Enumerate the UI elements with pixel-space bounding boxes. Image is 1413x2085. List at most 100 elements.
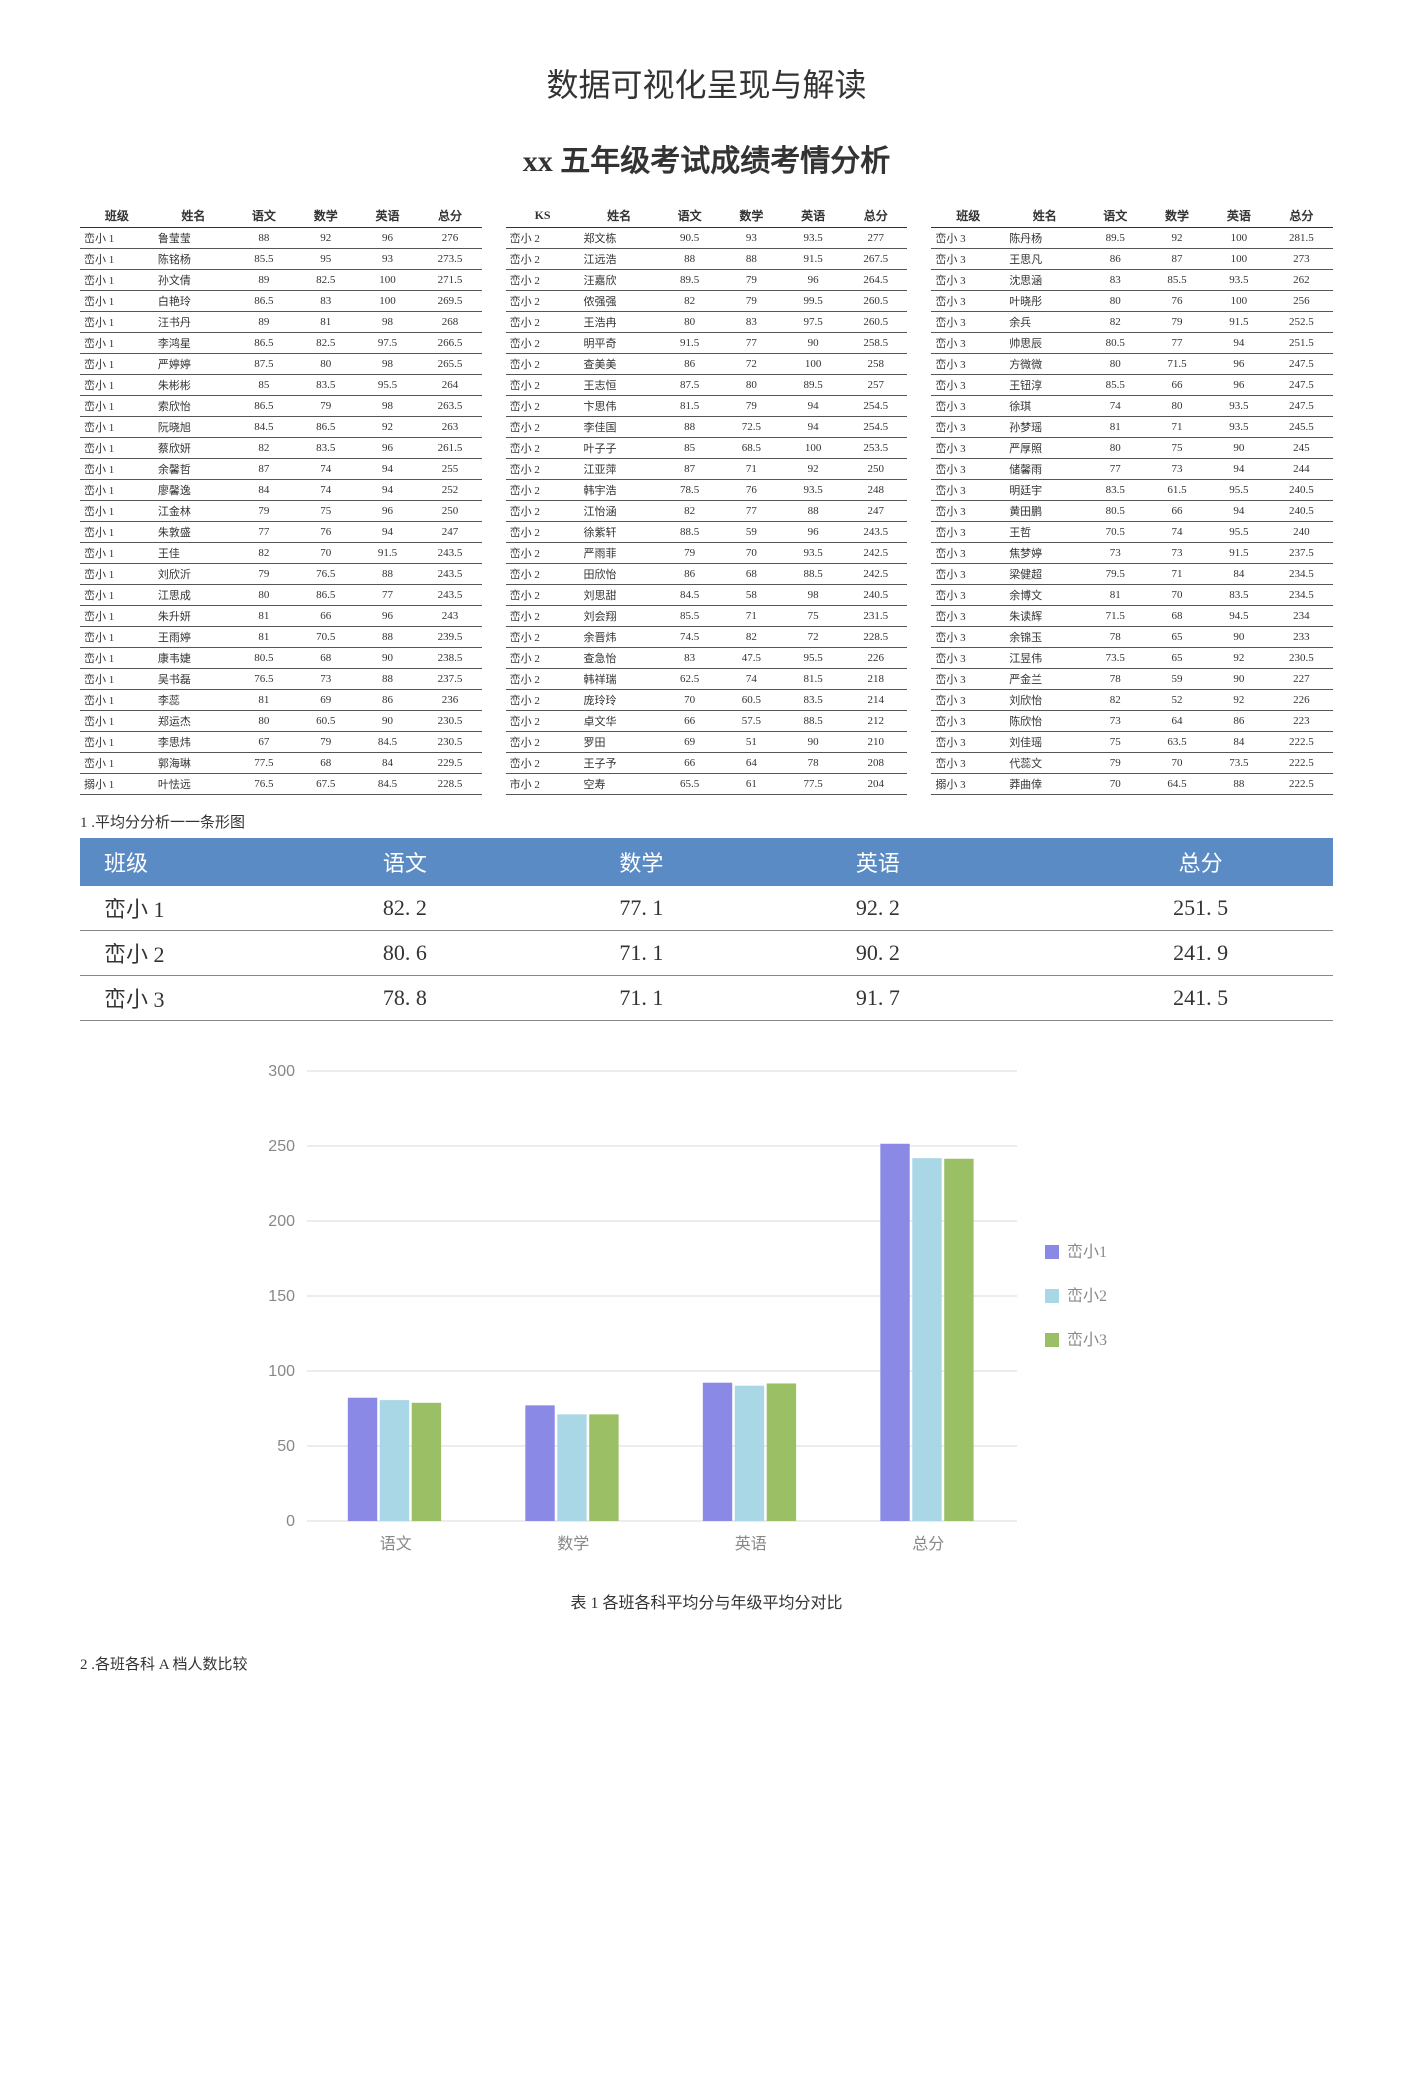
chart-caption: 表 1 各班各科平均分与年级平均分对比 [80,1589,1333,1613]
avg-row: 峦小 280. 671. 190. 2241. 9 [80,931,1333,976]
table-row: 峦小 3陈欣怡736486223 [931,711,1333,732]
table-row: 峦小 2郑文栋90.59393.5277 [506,228,908,249]
table-row: 峦小 2韩宇浩78.57693.5248 [506,480,908,501]
table-row: 峦小 3朱读辉71.56894.5234 [931,606,1333,627]
col-header: 数学 [295,204,357,228]
table-row: 峦小 2王浩冉808397.5260.5 [506,312,908,333]
table-row: 峦小 2田欣怡866888.5242.5 [506,564,908,585]
table-row: 峦小 1廖馨逸847494252 [80,480,482,501]
svg-text:语文: 语文 [379,1535,411,1553]
table-row: 峦小 3孙梦瑶817193.5245.5 [931,417,1333,438]
raw-score-tables: 班级姓名语文数学英语总分峦小 1鲁莹莹889296276峦小 1陈铭杨85.59… [80,204,1333,795]
svg-text:0: 0 [286,1513,295,1530]
col-header: 英语 [357,204,419,228]
score-table-class3: 班级姓名语文数学英语总分峦小 3陈丹杨89.592100281.5峦小 3王思凡… [931,204,1333,795]
page-title-1: 数据可视化呈现与解读 [80,60,1333,106]
table-row: 峦小 3严金兰785990227 [931,669,1333,690]
col-header: 语文 [659,204,721,228]
col-header: 姓名 [154,204,233,228]
svg-text:50: 50 [277,1438,295,1455]
table-row: 峦小 1吴书磊76.57388237.5 [80,669,482,690]
table-row: 峦小 2江亚萍877192250 [506,459,908,480]
table-row: 峦小 2徐紫轩88.55996243.5 [506,522,908,543]
table-row: 搦小 1叶怯远76.567.584.5228.5 [80,774,482,795]
table-row: 峦小 3余锦玉786590233 [931,627,1333,648]
table-row: 峦小 2侬强强827999.5260.5 [506,291,908,312]
table-row: 峦小 3代蕊文797073.5222.5 [931,753,1333,774]
table-row: 峦小 1严婷婷87.58098265.5 [80,354,482,375]
table-row: 峦小 1索欣怡86.57998263.5 [80,396,482,417]
table-row: 峦小 3梁健超79.57184234.5 [931,564,1333,585]
table-row: 峦小 2汪嘉欣89.57996264.5 [506,270,908,291]
section-2-label: 2 .各班各科 A 档人数比较 [80,1653,1333,1674]
col-header: 班级 [931,204,1005,228]
col-header: 语文 [1084,204,1146,228]
table-row: 峦小 3焦梦婷737391.5237.5 [931,543,1333,564]
col-header: KS [506,204,580,228]
table-row: 搦小 3莽曲倖7064.588222.5 [931,774,1333,795]
table-row: 峦小 3明廷宇83.561.595.5240.5 [931,480,1333,501]
table-row: 峦小 3叶晓彤8076100256 [931,291,1333,312]
table-row: 峦小 1王雨婷8170.588239.5 [80,627,482,648]
col-header: 数学 [1146,204,1208,228]
table-row: 峦小 1王佳827091.5243.5 [80,543,482,564]
table-row: 峦小 1孙文倩8982.5100271.5 [80,270,482,291]
table-row: 峦小 1郭海琳77.56884229.5 [80,753,482,774]
table-row: 峦小 1李思炜677984.5230.5 [80,732,482,753]
svg-text:150: 150 [268,1288,295,1305]
table-row: 峦小 3江昱伟73.56592230.5 [931,648,1333,669]
table-row: 峦小 1李蕊816986236 [80,690,482,711]
table-row: 峦小 2江远浩888891.5267.5 [506,249,908,270]
table-row: 峦小 1陈铭杨85.59593273.5 [80,249,482,270]
avg-col-header: 总分 [1068,838,1333,886]
svg-text:100: 100 [268,1363,295,1380]
page-title-2: xx 五年级考试成绩考情分析 [80,136,1333,180]
svg-text:峦小1: 峦小1 [1067,1243,1107,1261]
table-row: 峦小 1刘欣沂7976.588243.5 [80,564,482,585]
col-header: 姓名 [1005,204,1084,228]
score-table-class1: 班级姓名语文数学英语总分峦小 1鲁莹莹889296276峦小 1陈铭杨85.59… [80,204,482,795]
table-row: 峦小 3刘佳瑶7563.584222.5 [931,732,1333,753]
table-row: 峦小 1蔡欣妍8283.596261.5 [80,438,482,459]
table-row: 峦小 2李佳国8872.594254.5 [506,417,908,438]
table-row: 峦小 3方微微8071.596247.5 [931,354,1333,375]
table-row: 峦小 1朱彬彬8583.595.5264 [80,375,482,396]
table-row: 峦小 2卓文华6657.588.5212 [506,711,908,732]
svg-text:数学: 数学 [557,1535,589,1553]
table-row: 市小 2空寿65.56177.5204 [506,774,908,795]
table-row: 峦小 1朱敦盛777694247 [80,522,482,543]
bar-chart: 050100150200250300语文数学英语总分峦小1峦小2峦小3 [237,1051,1177,1571]
table-row: 峦小 3储馨雨777394244 [931,459,1333,480]
svg-text:250: 250 [268,1138,295,1155]
svg-text:英语: 英语 [734,1535,766,1553]
table-row: 峦小 1江思成8086.577243.5 [80,585,482,606]
table-row: 峦小 1白艳玲86.583100269.5 [80,291,482,312]
avg-row: 峦小 182. 277. 192. 2251. 5 [80,886,1333,931]
svg-text:200: 200 [268,1213,295,1230]
col-header: 总分 [418,204,481,228]
table-row: 峦小 3王哲70.57495.5240 [931,522,1333,543]
col-header: 数学 [720,204,782,228]
table-row: 峦小 2王子予666478208 [506,753,908,774]
avg-col-header: 数学 [595,838,831,886]
table-row: 峦小 1鲁莹莹889296276 [80,228,482,249]
table-row: 峦小 2江怡涵827788247 [506,501,908,522]
table-row: 峦小 3陈丹杨89.592100281.5 [931,228,1333,249]
avg-row: 峦小 378. 871. 191. 7241. 5 [80,976,1333,1021]
col-header: 班级 [80,204,154,228]
avg-col-header: 语文 [359,838,595,886]
svg-text:总分: 总分 [912,1535,944,1553]
table-row: 峦小 3严厚照807590245 [931,438,1333,459]
table-row: 峦小 2韩祥瑞62.57481.5218 [506,669,908,690]
table-row: 峦小 2刘会翔85.57175231.5 [506,606,908,627]
table-row: 峦小 1康韦婕80.56890238.5 [80,648,482,669]
table-row: 峦小 1李鸿星86.582.597.5266.5 [80,333,482,354]
table-row: 峦小 3黄田鹏80.56694240.5 [931,501,1333,522]
col-header: 语文 [233,204,295,228]
section-1-label: 1 .平均分分析一一条形图 [80,811,1333,832]
average-table: 班级语文数学英语总分峦小 182. 277. 192. 2251. 5峦小 28… [80,838,1333,1021]
col-header: 英语 [782,204,844,228]
avg-col-header: 班级 [80,838,359,886]
table-row: 峦小 1朱升妍816696243 [80,606,482,627]
avg-col-header: 英语 [832,838,1068,886]
